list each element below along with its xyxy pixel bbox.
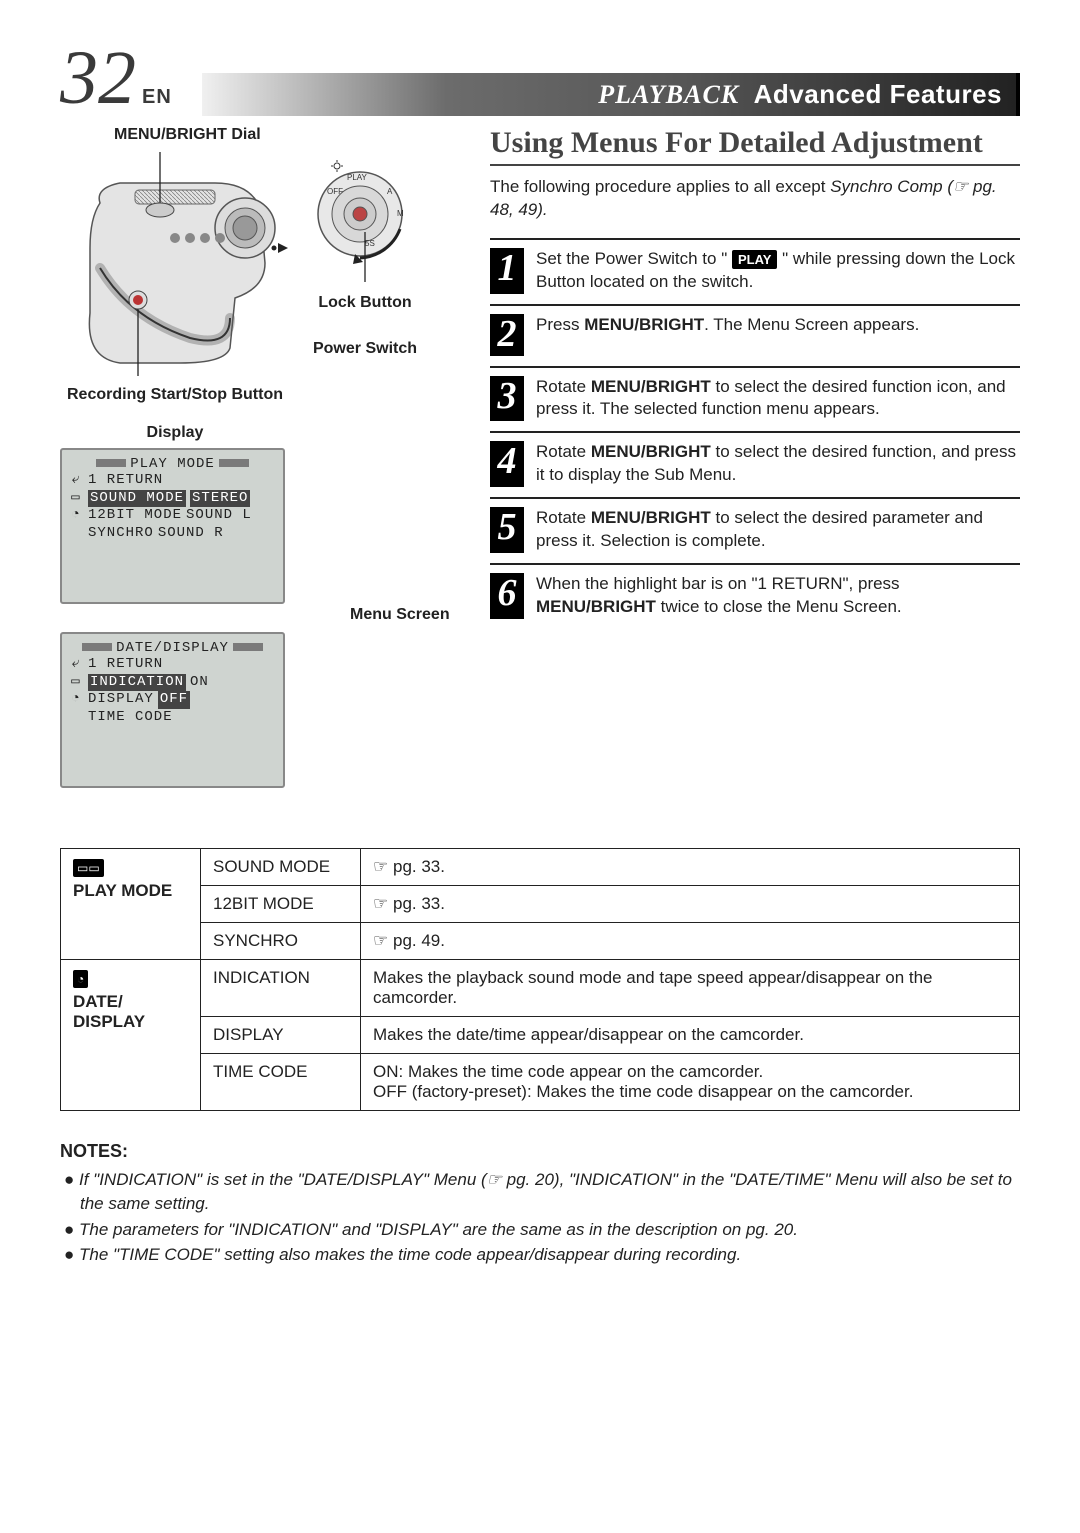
camera-diagram — [60, 148, 290, 378]
sub-synchro: SYNCHRO — [201, 923, 361, 960]
page-number: 32 — [60, 40, 136, 116]
title-bar: PLAYBACK Advanced Features — [202, 73, 1020, 116]
return-icon: ⤶ — [68, 474, 84, 488]
svg-text:OFF: OFF — [327, 187, 343, 196]
svg-text:PLAY: PLAY — [347, 173, 368, 182]
intro-text: The following procedure applies to all e… — [490, 176, 1020, 222]
return-icon: ⤶ — [68, 658, 84, 672]
page-header: 32 EN PLAYBACK Advanced Features — [60, 40, 1020, 116]
step-number: 4 — [490, 441, 524, 487]
svg-text:M: M — [397, 209, 404, 218]
step-number: 3 — [490, 376, 524, 422]
title-playback: PLAYBACK — [598, 80, 739, 109]
sub-indication: INDICATION — [201, 960, 361, 1017]
step-5: 5 Rotate MENU/BRIGHT to select the desir… — [490, 497, 1020, 563]
sub-timecode: TIME CODE — [201, 1054, 361, 1111]
note-item: If "INDICATION" is set in the "DATE/DISP… — [64, 1168, 1020, 1216]
lcd-play-mode: PLAY MODE ⤶1 RETURN ▭SOUND MODE STEREO ◔… — [60, 448, 285, 604]
ref-icon: ☞ — [373, 931, 388, 950]
ref-icon: ☞ — [373, 857, 388, 876]
dial-diagram: PLAY A M OFF 5S — [300, 148, 430, 358]
sub-12bit-mode: 12BIT MODE — [201, 886, 361, 923]
display-label: Display — [60, 424, 290, 442]
step-6: 6 When the highlight bar is on "1 RETURN… — [490, 563, 1020, 629]
tape-icon: ▭▭ — [73, 859, 104, 877]
desc: ON: Makes the time code appear on the ca… — [361, 1054, 1020, 1111]
step-1: 1 Set the Power Switch to " PLAY " while… — [490, 238, 1020, 304]
clock-icon: ◔ — [73, 970, 88, 988]
ref-icon: ☞ — [373, 894, 388, 913]
step-number: 2 — [490, 314, 524, 356]
left-column: MENU/BRIGHT Dial — [60, 126, 470, 788]
menu-screen-label: Menu Screen — [350, 606, 470, 624]
section-title: Using Menus For Detailed Adjustment — [490, 126, 1020, 166]
dial-label: MENU/BRIGHT Dial — [114, 126, 470, 144]
step-2: 2 Press MENU/BRIGHT. The Menu Screen app… — [490, 304, 1020, 366]
note-item: The "TIME CODE" setting also makes the t… — [64, 1243, 1020, 1267]
page-number-block: 32 EN — [60, 40, 172, 116]
desc: ☞ pg. 33. — [361, 849, 1020, 886]
svg-text:5S: 5S — [365, 239, 375, 248]
power-switch-label: Power Switch — [300, 340, 430, 358]
title-advanced: Advanced Features — [754, 79, 1002, 109]
lcd-date-display: DATE/DISPLAY ⤶1 RETURN ▭INDICATION ON ◔D… — [60, 632, 285, 788]
sub-display: DISPLAY — [201, 1017, 361, 1054]
category-play-mode: ▭▭ PLAY MODE — [61, 849, 201, 960]
desc: ☞ pg. 33. — [361, 886, 1020, 923]
clock-icon: ◔ — [68, 509, 84, 523]
notes-title: NOTES: — [60, 1141, 1020, 1162]
step-3: 3 Rotate MENU/BRIGHT to select the desir… — [490, 366, 1020, 432]
ref-icon: ☞ — [953, 177, 968, 196]
clock-icon: ◔ — [68, 693, 84, 707]
table-row: ◔ DATE/ DISPLAY INDICATION Makes the pla… — [61, 960, 1020, 1017]
page-lang: EN — [142, 86, 172, 109]
step-number: 5 — [490, 507, 524, 553]
desc: Makes the date/time appear/disappear on … — [361, 1017, 1020, 1054]
table-row: DISPLAY Makes the date/time appear/disap… — [61, 1017, 1020, 1054]
tape-icon: ▭ — [68, 675, 84, 689]
note-item: The parameters for "INDICATION" and "DIS… — [64, 1218, 1020, 1242]
table-row: TIME CODE ON: Makes the time code appear… — [61, 1054, 1020, 1111]
notes-section: NOTES: If "INDICATION" is set in the "DA… — [60, 1141, 1020, 1267]
lcd1-title: PLAY MODE — [130, 456, 215, 472]
lock-button-label: Lock Button — [300, 294, 430, 312]
step-4: 4 Rotate MENU/BRIGHT to select the desir… — [490, 431, 1020, 497]
desc: Makes the playback sound mode and tape s… — [361, 960, 1020, 1017]
svg-text:A: A — [387, 187, 393, 196]
step-number: 6 — [490, 573, 524, 619]
features-table: ▭▭ PLAY MODE SOUND MODE ☞ pg. 33. 12BIT … — [60, 848, 1020, 1111]
table-row: ▭▭ PLAY MODE SOUND MODE ☞ pg. 33. — [61, 849, 1020, 886]
table-row: SYNCHRO ☞ pg. 49. — [61, 923, 1020, 960]
step-number: 1 — [490, 248, 524, 294]
lcd2-title: DATE/DISPLAY — [116, 640, 229, 656]
play-chip: PLAY — [732, 250, 777, 270]
rec-button-label: Recording Start/Stop Button — [60, 386, 290, 404]
tape-icon: ▭ — [68, 491, 84, 505]
table-row: 12BIT MODE ☞ pg. 33. — [61, 886, 1020, 923]
right-column: Using Menus For Detailed Adjustment The … — [490, 126, 1020, 788]
sub-sound-mode: SOUND MODE — [201, 849, 361, 886]
category-date-display: ◔ DATE/ DISPLAY — [61, 960, 201, 1111]
desc: ☞ pg. 49. — [361, 923, 1020, 960]
